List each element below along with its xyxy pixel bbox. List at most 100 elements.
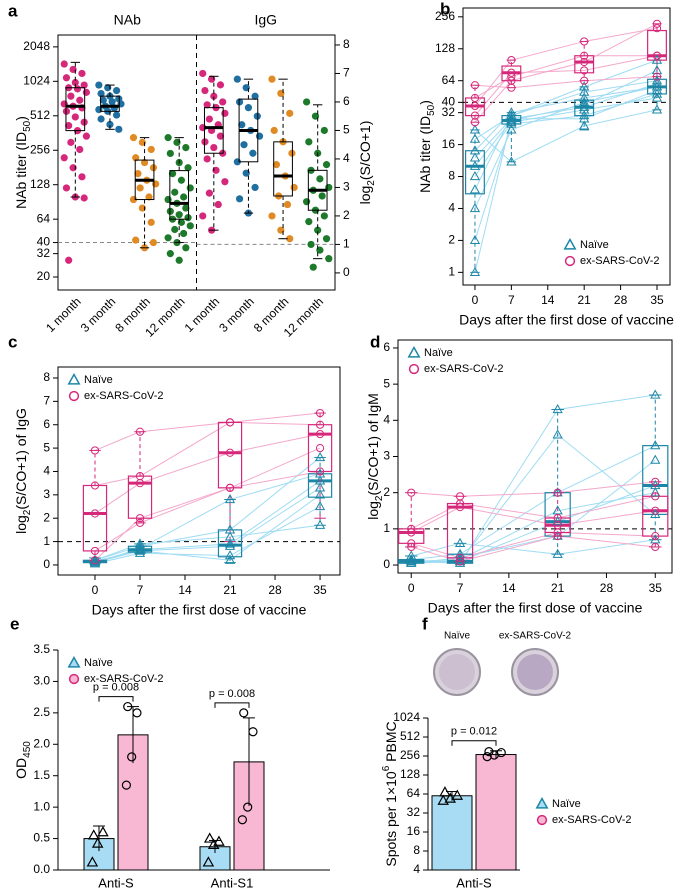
- x-axis-title: Days after the first dose of vaccine: [459, 312, 674, 328]
- data-point: [286, 235, 294, 243]
- y-tick-label: 1: [383, 521, 390, 535]
- data-point: [145, 193, 153, 201]
- data-point: [115, 125, 123, 133]
- data-point: [177, 176, 186, 184]
- data-point: [470, 81, 480, 90]
- data-point: [90, 556, 100, 565]
- data-point: [175, 256, 183, 264]
- x-tick-label: 0: [408, 581, 415, 595]
- legend-label: Naïve: [580, 239, 609, 251]
- data-point: [166, 149, 174, 158]
- subject-line: [94, 447, 321, 552]
- data-point: [506, 124, 517, 134]
- x-tick-label: 3 month: [78, 294, 119, 335]
- axis-title-part: PBMC: [383, 721, 399, 765]
- data-point: [87, 829, 100, 840]
- data-point: [651, 542, 660, 552]
- subject-line: [474, 27, 658, 107]
- data-point: [182, 144, 190, 152]
- data-point: [168, 170, 177, 178]
- box: [203, 107, 224, 154]
- x-tick-label: 14: [502, 581, 516, 595]
- subject-line: [94, 473, 321, 564]
- data-point: [651, 81, 663, 91]
- legend-swatch: [408, 363, 420, 375]
- data-point: [135, 472, 145, 481]
- subject-line: [94, 457, 321, 561]
- data-point: [203, 832, 216, 843]
- data-point: [89, 555, 101, 566]
- data-point: [95, 81, 103, 89]
- subject-line: [94, 494, 321, 564]
- box: [100, 95, 120, 112]
- data-point: [305, 218, 313, 226]
- data-point: [127, 752, 137, 762]
- data-point: [180, 229, 188, 238]
- data-point: [67, 92, 75, 100]
- data-point: [240, 141, 248, 149]
- data-point: [216, 81, 225, 89]
- y-tick-label: 8: [413, 843, 420, 857]
- data-point: [469, 171, 481, 181]
- data-point: [580, 57, 589, 67]
- x-tick-label: 21: [578, 293, 592, 307]
- x-tick-label: 21: [223, 583, 237, 597]
- data-point: [496, 747, 506, 758]
- data-point: [290, 183, 298, 192]
- data-point: [469, 152, 481, 162]
- data-point: [238, 121, 246, 129]
- data-point: [249, 149, 257, 157]
- data-point: [221, 109, 229, 117]
- data-point: [224, 540, 236, 550]
- data-point: [89, 557, 101, 567]
- data-point: [407, 542, 416, 552]
- axis-title-part: NAb titer (ID: [417, 116, 433, 193]
- data-point: [65, 122, 73, 130]
- legend-swatch: [67, 655, 81, 668]
- data-point: [315, 420, 325, 429]
- y-tick-label: 8: [43, 370, 50, 384]
- data-point: [164, 134, 172, 142]
- y-tick-label: 3: [343, 180, 350, 194]
- subject-line: [94, 412, 321, 451]
- data-point: [407, 539, 416, 548]
- data-point: [67, 138, 75, 146]
- data-point: [314, 500, 326, 511]
- data-point: [315, 429, 325, 439]
- data-point: [307, 240, 315, 249]
- data-point: [186, 184, 194, 192]
- data-point: [507, 56, 516, 65]
- data-point: [65, 256, 73, 264]
- data-point: [224, 554, 236, 564]
- subject-line: [411, 434, 656, 562]
- data-point: [214, 200, 222, 209]
- data-point: [121, 780, 132, 790]
- y-tick-label: 128: [400, 767, 420, 781]
- y-tick-label: 0: [43, 557, 50, 571]
- subject-line: [474, 59, 658, 140]
- data-point: [506, 107, 517, 117]
- legend-label: ex-SARS-CoV-2: [424, 363, 503, 375]
- x-tick-label: Anti-S: [456, 875, 492, 890]
- panel-label: f: [422, 614, 428, 633]
- axis-title: log2(S/CO+1) of IgM: [365, 393, 385, 520]
- data-point: [303, 98, 311, 106]
- data-point: [579, 92, 590, 102]
- subject-line: [94, 433, 321, 514]
- data-point: [651, 92, 663, 102]
- y-tick-label: 1024: [393, 710, 420, 724]
- data-point: [580, 66, 589, 75]
- data-point: [286, 109, 294, 117]
- data-point: [224, 538, 236, 548]
- y-tick-label: 7: [43, 394, 50, 408]
- data-point: [123, 701, 133, 712]
- y-tick-label: 64: [442, 73, 456, 87]
- data-point: [320, 212, 328, 220]
- well-images: [433, 648, 559, 696]
- y-tick-label: 1.0: [33, 799, 50, 813]
- data-point: [135, 514, 145, 523]
- data-point: [184, 164, 192, 172]
- data-point: [205, 189, 213, 197]
- data-point: [651, 78, 663, 88]
